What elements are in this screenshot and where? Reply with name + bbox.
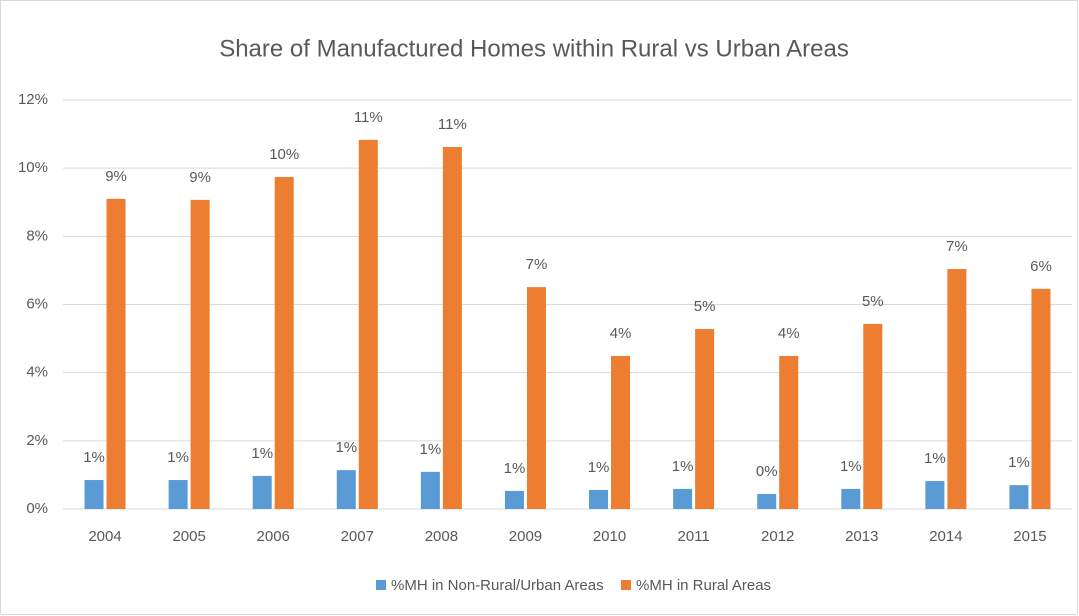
bar: [673, 488, 693, 509]
bar: [526, 287, 546, 509]
value-label: 7%: [526, 256, 548, 273]
bar: [252, 475, 272, 509]
value-label: 9%: [189, 169, 211, 186]
value-label: 1%: [672, 458, 694, 475]
value-label: 9%: [105, 168, 127, 185]
bar: [1031, 288, 1051, 509]
value-label: 10%: [269, 146, 299, 163]
x-tick-label: 2007: [341, 528, 374, 545]
y-tick-label: 8%: [26, 227, 48, 244]
x-tick-label: 2004: [88, 528, 121, 545]
value-label: 1%: [924, 450, 946, 467]
bar: [925, 481, 945, 509]
bar: [442, 147, 462, 509]
bar: [336, 470, 356, 509]
x-tick-label: 2015: [1013, 528, 1046, 545]
bar: [863, 323, 883, 509]
chart-title: Share of Manufactured Homes within Rural…: [219, 35, 849, 62]
x-tick-label: 2006: [257, 528, 290, 545]
bar: [168, 480, 188, 509]
legend-swatch: [621, 580, 631, 590]
value-label: 1%: [1008, 454, 1030, 471]
legend-label: %MH in Rural Areas: [636, 577, 771, 594]
value-label: 1%: [588, 459, 610, 476]
value-label: 1%: [335, 439, 357, 456]
y-tick-label: 4%: [26, 364, 48, 381]
x-tick-label: 2005: [172, 528, 205, 545]
x-tick-label: 2010: [593, 528, 626, 545]
value-label: 1%: [420, 441, 442, 458]
value-label: 11%: [438, 116, 467, 133]
bar: [589, 489, 609, 509]
bar: [190, 199, 210, 509]
bar: [358, 139, 378, 509]
value-label: 5%: [862, 293, 884, 310]
y-tick-label: 10%: [18, 159, 48, 176]
value-label: 1%: [504, 460, 526, 477]
value-label: 1%: [251, 445, 273, 462]
y-tick-label: 0%: [26, 500, 48, 517]
value-label: 4%: [778, 325, 800, 342]
x-tick-label: 2008: [425, 528, 458, 545]
value-label: 4%: [610, 325, 632, 342]
x-tick-label: 2012: [761, 528, 794, 545]
y-tick-label: 6%: [26, 295, 48, 312]
bar: [84, 480, 104, 509]
bar: [106, 198, 126, 509]
value-label: 0%: [756, 463, 778, 480]
value-label: 11%: [354, 109, 383, 126]
bar: [947, 269, 967, 509]
bar: [420, 471, 440, 509]
value-label: 1%: [840, 458, 862, 475]
value-label: 1%: [83, 449, 105, 466]
bar: [1009, 485, 1029, 509]
legend-swatch: [376, 580, 386, 590]
legend-label: %MH in Non-Rural/Urban Areas: [391, 577, 604, 594]
value-label: 6%: [1030, 258, 1052, 275]
x-tick-label: 2013: [845, 528, 878, 545]
bar: [757, 494, 777, 509]
value-label: 7%: [946, 238, 968, 255]
x-tick-label: 2011: [677, 528, 709, 545]
x-tick-label: 2014: [929, 528, 962, 545]
value-label: 1%: [167, 449, 189, 466]
bar: [611, 355, 631, 509]
bar: [841, 488, 861, 509]
x-tick-label: 2009: [509, 528, 542, 545]
y-tick-label: 2%: [26, 432, 48, 449]
bar: [695, 329, 715, 509]
bar: [504, 490, 524, 509]
bar: [779, 355, 799, 509]
bar: [274, 177, 294, 510]
value-label: 5%: [694, 298, 716, 315]
y-tick-label: 12%: [18, 91, 48, 108]
